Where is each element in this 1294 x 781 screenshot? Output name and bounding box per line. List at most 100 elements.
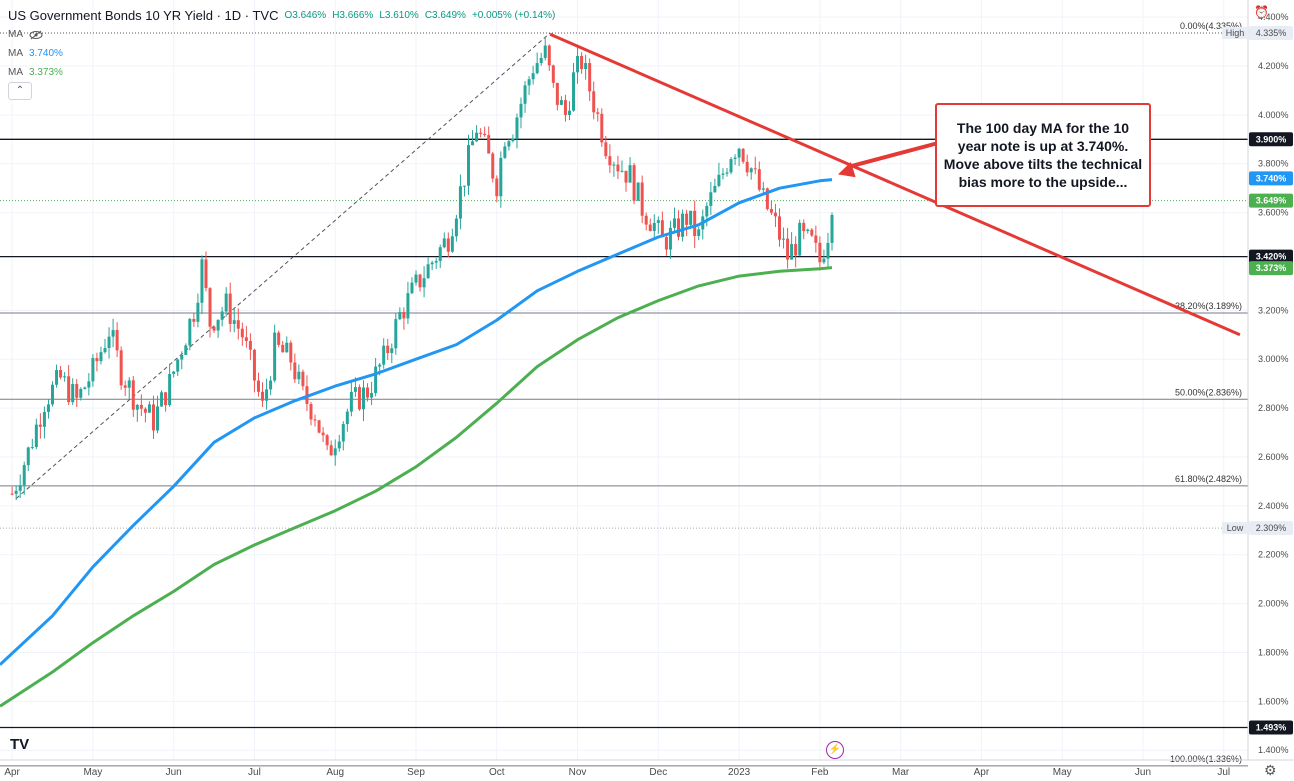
- candle-body: [814, 235, 818, 243]
- y-tick-label: 2.000%: [1258, 599, 1289, 609]
- symbol-title[interactable]: US Government Bonds 10 YR Yield · 1D · T…: [8, 8, 279, 23]
- candle-body: [644, 215, 648, 225]
- ohlc-close: C3.649%: [424, 10, 466, 21]
- y-tick-label: 3.200%: [1258, 305, 1289, 315]
- candle-body: [773, 212, 777, 217]
- candle-body: [293, 362, 297, 380]
- candle-body: [75, 384, 79, 398]
- candle-body: [184, 345, 188, 355]
- candle-body: [321, 432, 325, 436]
- price-axis[interactable]: 4.400% 4.200% 4.000% 3.800% 3.600% 3.200% 3.00…: [1222, 0, 1293, 760]
- candle-body: [232, 320, 236, 324]
- fib-label: 61.80%(2.482%): [1175, 474, 1242, 484]
- annotation-arrow: [849, 140, 943, 169]
- candles: [10, 37, 834, 501]
- candle-body: [386, 345, 390, 354]
- tradingview-logo[interactable]: TV: [10, 736, 30, 753]
- candle-body: [216, 319, 220, 331]
- candle-body: [717, 174, 721, 186]
- gear-icon[interactable]: ⚙: [1264, 762, 1277, 778]
- candle-body: [830, 214, 834, 243]
- price-tag: [1249, 171, 1293, 186]
- price-tag-caption-bg: [1222, 26, 1248, 39]
- candle-body: [580, 55, 584, 70]
- candle-body: [38, 424, 42, 427]
- candle-body: [248, 341, 252, 350]
- eye-off-icon[interactable]: [29, 30, 43, 40]
- candle-body: [733, 157, 737, 160]
- ma-hidden-label[interactable]: MA: [8, 29, 23, 40]
- candle-body: [640, 182, 644, 216]
- candle-body: [430, 262, 434, 265]
- candle-body: [559, 100, 563, 105]
- candle-body: [394, 319, 398, 349]
- y-tick-label: 2.600%: [1258, 452, 1289, 462]
- candle-body: [729, 159, 733, 173]
- ma100-label[interactable]: MA: [8, 48, 23, 59]
- candle-body: [345, 411, 349, 425]
- price-tag: [1249, 132, 1293, 147]
- price-tag-label: 3.420%: [1256, 252, 1287, 262]
- candle-body: [220, 311, 224, 320]
- candle-body: [192, 318, 196, 322]
- candle-body: [236, 320, 240, 329]
- candle-body: [483, 133, 487, 136]
- price-tag-caption-bg: [1222, 522, 1248, 535]
- candle-body: [172, 371, 176, 374]
- candle-body: [180, 354, 184, 360]
- candle-body: [475, 132, 479, 142]
- candle-body: [818, 242, 822, 263]
- y-tick-label: 1.800%: [1258, 647, 1289, 657]
- horizontal-levels: [0, 32, 1248, 729]
- candle-body: [802, 222, 806, 232]
- candle-body: [693, 210, 697, 236]
- time-axis[interactable]: Apr May Jun Jul Aug Sep Oct Nov Dec 2023 Feb Mar Apr…: [0, 759, 1294, 778]
- alarm-plus-icon[interactable]: ⏰: [1254, 5, 1269, 19]
- candle-body: [285, 342, 289, 353]
- fib-label: 50.00%(2.836%): [1175, 387, 1242, 397]
- candle-body: [410, 282, 414, 294]
- candle-body: [269, 380, 273, 390]
- candle-body: [422, 278, 426, 288]
- candle-body: [438, 247, 442, 261]
- candle-body: [382, 345, 386, 365]
- candle-body: [14, 490, 18, 494]
- fib-label: 100.00%(1.336%): [1170, 754, 1242, 764]
- candle-body: [713, 185, 717, 193]
- candle-body: [616, 164, 620, 172]
- candle-body: [442, 238, 446, 248]
- candle-body: [95, 358, 99, 362]
- candle-body: [636, 182, 640, 201]
- candle-body: [600, 113, 604, 143]
- candle-body: [681, 213, 685, 237]
- ma100-line: [0, 178, 833, 666]
- candle-body: [794, 244, 798, 256]
- x-tick-label: Feb: [811, 767, 829, 778]
- candle-body: [378, 364, 382, 367]
- lightning-icon[interactable]: ⚡: [826, 741, 844, 759]
- candle-body: [592, 91, 596, 113]
- collapse-legend-button[interactable]: ⌃: [8, 82, 32, 100]
- candle-body: [628, 165, 632, 183]
- candle-body: [329, 445, 333, 456]
- candle-body: [123, 385, 127, 388]
- candle-body: [168, 373, 172, 406]
- candle-body: [777, 216, 781, 240]
- candle-body: [749, 168, 753, 173]
- candle-body: [689, 210, 693, 225]
- candle-body: [685, 213, 689, 225]
- fib-label: 0.00%(4.335%): [1180, 21, 1242, 31]
- candle-body: [107, 336, 111, 349]
- x-tick-label: Jun: [166, 767, 182, 778]
- candle-body: [139, 404, 143, 409]
- candle-body: [471, 141, 475, 146]
- arrowhead: [838, 161, 856, 178]
- candle-body: [10, 493, 14, 495]
- candle-body: [697, 229, 701, 236]
- candle-body: [511, 138, 515, 142]
- candle-body: [188, 318, 192, 346]
- candle-body: [30, 447, 34, 449]
- ma200-label[interactable]: MA: [8, 67, 23, 78]
- candle-body: [26, 447, 30, 466]
